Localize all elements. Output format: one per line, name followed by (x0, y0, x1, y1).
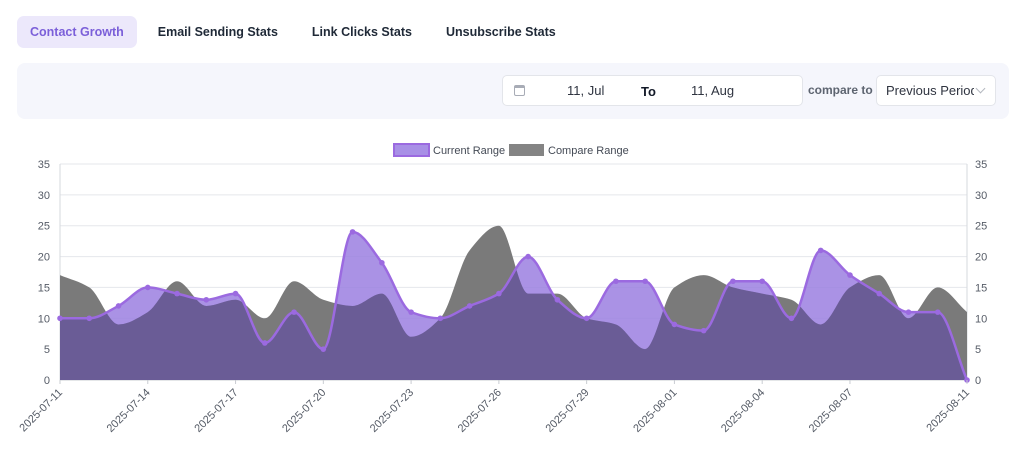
data-point[interactable] (817, 247, 824, 254)
legend-swatch-current[interactable] (393, 143, 430, 157)
data-point[interactable] (408, 309, 414, 315)
x-tick-label: 2025-07-20 (280, 387, 328, 435)
data-point[interactable] (847, 272, 853, 278)
end-date[interactable]: 11, Aug (691, 83, 735, 98)
y-tick-label-right: 25 (975, 221, 987, 233)
legend-swatch-compare[interactable] (509, 144, 544, 156)
x-tick-label: 2025-08-04 (719, 387, 767, 435)
tab-bar: Contact Growth Email Sending Stats Link … (17, 16, 569, 48)
data-point[interactable] (262, 340, 268, 346)
data-point[interactable] (905, 309, 912, 315)
y-axis-left: 0 5 10 15 20 25 30 35 (38, 159, 50, 387)
data-point[interactable] (554, 296, 561, 303)
chevron-down-icon (975, 83, 986, 94)
data-point[interactable] (730, 278, 736, 285)
legend-label-compare: Compare Range (548, 145, 629, 157)
y-tick-label-right: 30 (975, 190, 987, 202)
y-tick-label-right: 5 (975, 344, 981, 356)
current-range-points (57, 229, 970, 383)
data-point[interactable] (876, 290, 883, 297)
x-tick-label: 2025-08-01 (631, 387, 679, 435)
y-tick-label-left: 10 (38, 313, 50, 325)
data-point[interactable] (466, 303, 473, 309)
x-axis: 2025-07-11 2025-07-14 2025-07-17 2025-07-20… (17, 380, 972, 435)
y-tick-label-right: 20 (975, 252, 987, 264)
tab-contact-growth[interactable]: Contact Growth (17, 16, 137, 48)
tab-unsubscribe-stats[interactable]: Unsubscribe Stats (445, 25, 556, 39)
y-tick-label-left: 15 (38, 282, 50, 294)
data-point[interactable] (525, 253, 531, 260)
data-point[interactable] (934, 309, 941, 315)
tab-email-sending-stats[interactable]: Email Sending Stats (157, 25, 278, 39)
overlap-area (60, 231, 967, 380)
data-point[interactable] (144, 284, 151, 291)
data-point[interactable] (613, 278, 619, 285)
filter-panel: 11, Jul To 11, Aug compare to Previous P… (17, 63, 1009, 119)
y-tick-label-left: 30 (38, 190, 50, 202)
y-tick-label-left: 35 (38, 159, 50, 171)
data-point[interactable] (759, 278, 765, 285)
data-point[interactable] (379, 259, 385, 266)
x-tick-label: 2025-07-23 (368, 387, 416, 435)
data-point[interactable] (174, 290, 180, 297)
data-point[interactable] (583, 315, 590, 322)
x-tick-label: 2025-08-07 (807, 387, 855, 435)
y-tick-label-right: 10 (975, 313, 987, 325)
current-range-line (59, 230, 969, 381)
compare-label: compare to (808, 83, 873, 97)
y-tick-label-right: 15 (975, 282, 987, 294)
calendar-icon (514, 85, 525, 96)
data-point[interactable] (86, 315, 93, 322)
x-tick-label: 2025-07-26 (456, 387, 504, 435)
y-tick-label-left: 0 (44, 375, 50, 387)
data-point[interactable] (115, 303, 122, 309)
date-range-picker[interactable]: 11, Jul To 11, Aug (502, 75, 803, 106)
data-point[interactable] (642, 278, 648, 285)
data-point[interactable] (788, 315, 795, 322)
data-point[interactable] (232, 290, 239, 297)
y-tick-label-left: 25 (38, 221, 50, 233)
y-tick-label-left: 20 (38, 252, 50, 264)
tab-link-clicks-stats[interactable]: Link Clicks Stats (311, 25, 412, 39)
data-point[interactable] (496, 290, 502, 297)
data-point[interactable] (700, 327, 707, 334)
x-tick-label: 2025-07-29 (543, 387, 591, 435)
data-point[interactable] (291, 309, 297, 315)
data-point[interactable] (437, 315, 444, 322)
x-tick-label: 2025-07-17 (192, 387, 240, 435)
y-tick-label-right: 0 (975, 375, 981, 387)
legend-label-current: Current Range (433, 145, 505, 157)
x-tick-label: 2025-07-14 (105, 387, 153, 435)
y-axis-right: 0 5 10 15 20 25 30 35 (975, 159, 987, 387)
data-point[interactable] (349, 229, 356, 235)
contact-growth-chart: Current Range Compare Range 0 5 10 15 20 25 30… (17, 143, 987, 435)
data-point[interactable] (203, 296, 210, 303)
data-point[interactable] (57, 315, 63, 322)
date-range-separator: To (641, 84, 656, 99)
y-tick-label-left: 5 (44, 344, 50, 356)
data-point[interactable] (671, 321, 678, 328)
compare-period-select[interactable]: Previous Period (876, 75, 996, 106)
start-date[interactable]: 11, Jul (567, 83, 605, 98)
compare-period-value: Previous Period (886, 83, 974, 98)
chart-legend: Current Range Compare Range (393, 143, 629, 157)
x-tick-label: 2025-08-11 (924, 387, 972, 435)
data-point[interactable] (320, 346, 327, 352)
y-tick-label-right: 35 (975, 159, 987, 171)
x-tick-label: 2025-07-11 (17, 387, 65, 435)
